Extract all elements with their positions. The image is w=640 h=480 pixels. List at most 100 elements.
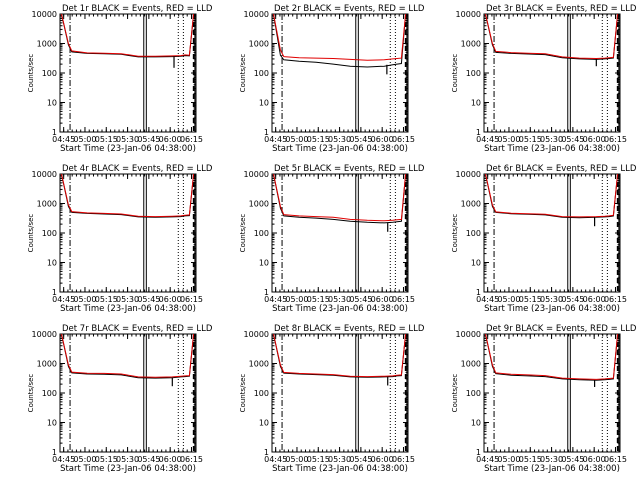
chart-panel-6: Det 6r BLACK = Events, RED = LLD 1 10 100 10… — [451, 164, 637, 314]
y-axis-label: Counts/sec — [27, 54, 35, 93]
x-tick-label: 04:45 — [52, 135, 75, 144]
y-tick-label: 10000 — [32, 170, 57, 179]
y-axis-label: Counts/sec — [27, 214, 35, 253]
y-tick-label: 1 — [52, 448, 57, 457]
x-tick-label: 05:30 — [328, 455, 351, 464]
x-tick-label: 05:30 — [540, 295, 563, 304]
y-tick-label: 1 — [52, 128, 57, 137]
x-tick-label: 06:15 — [180, 295, 203, 304]
events-series-line — [485, 333, 619, 381]
x-tick-label: 05:00 — [497, 455, 520, 464]
y-tick-label: 1 — [264, 448, 269, 457]
chart-title: Det 4r BLACK = Events, RED = LLD — [62, 164, 213, 174]
y-tick-label: 1000 — [461, 40, 481, 49]
x-tick-label: 05:00 — [285, 135, 308, 144]
lld-series-line — [485, 333, 619, 380]
y-tick-label: 10000 — [244, 170, 269, 179]
x-tick-label: 05:30 — [328, 135, 351, 144]
lld-series-line — [485, 173, 619, 218]
events-series-line — [273, 333, 407, 378]
x-axis-label: Start Time (23-Jan-06 04:38:00) — [272, 304, 408, 314]
y-tick-label: 1000 — [37, 360, 57, 369]
y-tick-label: 1000 — [461, 360, 481, 369]
x-tick-label: 06:00 — [371, 295, 394, 304]
x-tick-label: 04:45 — [52, 455, 75, 464]
y-tick-label: 10 — [47, 259, 57, 268]
x-tick-label: 06:00 — [159, 295, 182, 304]
y-tick-label: 100 — [42, 389, 57, 398]
y-tick-label: 1 — [476, 128, 481, 137]
events-series-line — [273, 173, 407, 224]
x-tick-label: 06:15 — [604, 135, 627, 144]
y-axis-label: Counts/sec — [451, 54, 459, 93]
lld-series-line — [485, 13, 619, 60]
y-tick-label: 1000 — [461, 200, 481, 209]
x-tick-label: 05:00 — [497, 135, 520, 144]
events-series-line — [485, 173, 619, 219]
x-tick-label: 05:30 — [116, 455, 139, 464]
x-tick-label: 06:15 — [392, 295, 415, 304]
x-tick-label: 04:45 — [476, 295, 499, 304]
chart-panel-3: Det 3r BLACK = Events, RED = LLD 1 10 100 10… — [451, 4, 637, 154]
y-tick-label: 10000 — [456, 330, 481, 339]
x-tick-label: 06:15 — [180, 455, 203, 464]
x-tick-label: 05:45 — [137, 135, 160, 144]
y-tick-label: 1000 — [249, 200, 269, 209]
y-tick-label: 100 — [42, 69, 57, 78]
y-tick-label: 10 — [471, 419, 481, 428]
x-axis-label: Start Time (23-Jan-06 04:38:00) — [272, 464, 408, 474]
plot-frame — [271, 173, 409, 293]
y-tick-label: 1 — [264, 288, 269, 297]
chart-panel-9: Det 9r BLACK = Events, RED = LLD 1 10 100 10… — [451, 324, 637, 474]
events-series-line — [61, 173, 195, 218]
x-tick-label: 04:45 — [264, 135, 287, 144]
y-tick-label: 10 — [47, 99, 57, 108]
x-tick-label: 05:00 — [497, 295, 520, 304]
chart-panel-8: Det 8r BLACK = Events, RED = LLD 1 10 100 10… — [239, 324, 425, 474]
y-tick-label: 100 — [466, 389, 481, 398]
x-tick-label: 05:15 — [95, 135, 118, 144]
y-tick-label: 100 — [254, 389, 269, 398]
x-tick-label: 04:45 — [264, 295, 287, 304]
x-tick-label: 05:00 — [285, 295, 308, 304]
plot-frame — [483, 173, 621, 293]
y-tick-label: 10 — [259, 99, 269, 108]
y-tick-label: 100 — [254, 69, 269, 78]
y-tick-label: 100 — [42, 229, 57, 238]
x-tick-label: 06:00 — [371, 135, 394, 144]
y-tick-label: 1000 — [37, 40, 57, 49]
x-tick-label: 05:45 — [349, 455, 372, 464]
y-axis-label: Counts/sec — [27, 374, 35, 413]
x-tick-label: 05:00 — [285, 455, 308, 464]
x-tick-label: 05:45 — [561, 295, 584, 304]
x-tick-label: 06:00 — [159, 455, 182, 464]
x-axis-label: Start Time (23-Jan-06 04:38:00) — [484, 144, 620, 154]
lld-series-line — [61, 173, 195, 218]
events-series-line — [61, 13, 195, 58]
x-tick-label: 05:45 — [137, 295, 160, 304]
x-axis-label: Start Time (23-Jan-06 04:38:00) — [484, 464, 620, 474]
x-tick-label: 05:45 — [349, 135, 372, 144]
y-tick-label: 10000 — [456, 10, 481, 19]
y-tick-label: 10 — [259, 419, 269, 428]
y-tick-label: 1000 — [249, 360, 269, 369]
y-tick-label: 10000 — [456, 170, 481, 179]
x-tick-label: 06:00 — [159, 135, 182, 144]
x-tick-label: 06:15 — [604, 455, 627, 464]
x-tick-label: 05:30 — [540, 455, 563, 464]
plot-frame — [483, 333, 621, 453]
events-series-line — [61, 333, 195, 379]
x-tick-label: 05:15 — [307, 455, 330, 464]
x-tick-label: 05:30 — [116, 135, 139, 144]
plot-frame — [59, 173, 197, 293]
chart-title: Det 7r BLACK = Events, RED = LLD — [62, 324, 213, 334]
y-tick-label: 1 — [52, 288, 57, 297]
y-axis-label: Counts/sec — [239, 54, 247, 93]
chart-panel-2: Det 2r BLACK = Events, RED = LLD 1 10 100 10… — [239, 4, 425, 154]
lld-series-line — [273, 13, 407, 61]
y-tick-label: 100 — [466, 69, 481, 78]
x-tick-label: 04:45 — [476, 455, 499, 464]
y-tick-label: 1 — [476, 448, 481, 457]
x-axis-label: Start Time (23-Jan-06 04:38:00) — [60, 144, 196, 154]
